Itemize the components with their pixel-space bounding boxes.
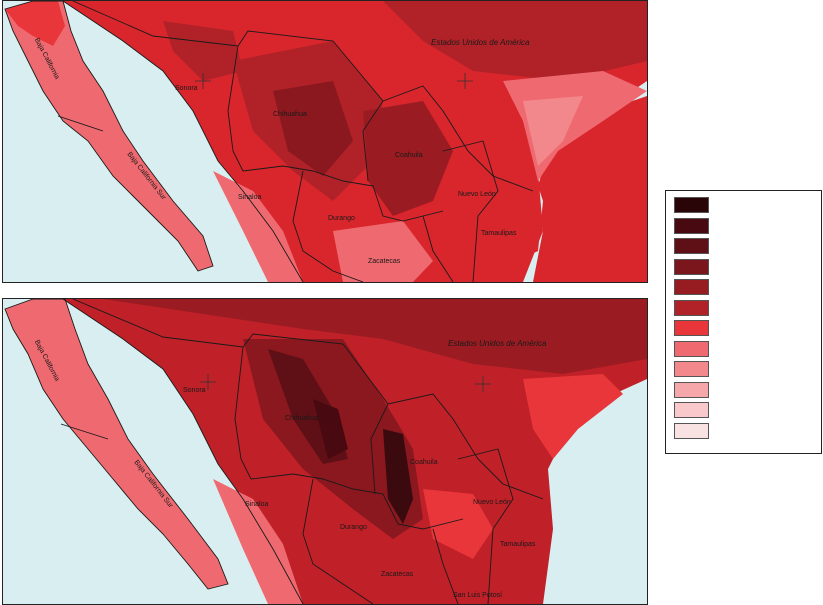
label-sinaloa: Sinaloa: [238, 194, 262, 201]
label-durango: Durango: [328, 215, 355, 222]
map-svg-bottom: [3, 299, 647, 604]
label-coahuila: Coahuila: [410, 459, 438, 466]
label-usa: Estados Unidos de América: [448, 339, 547, 348]
legend-swatch: [674, 238, 709, 254]
label-nuevo-leon: Nuevo León: [473, 499, 511, 506]
legend-swatch: [674, 402, 709, 418]
label-coahuila: Coahuila: [395, 152, 423, 159]
label-chihuahua: Chihuahua: [285, 415, 319, 422]
color-legend: [665, 190, 822, 454]
label-sinaloa: Sinaloa: [245, 501, 269, 508]
legend-swatch: [674, 217, 709, 234]
map-svg-top: [3, 1, 647, 282]
label-nuevo-leon: Nuevo León: [458, 191, 496, 198]
baja-peninsula: [5, 1, 213, 271]
map-panel-top: Estados Unidos de América Baja Californi…: [2, 0, 648, 283]
legend-swatch: [674, 299, 709, 316]
label-zacatecas: Zacatecas: [368, 258, 401, 265]
label-zacatecas: Zacatecas: [381, 571, 414, 578]
label-san-luis-potosi: San Luis Potosí: [453, 592, 503, 599]
legend-swatch: [674, 279, 709, 295]
label-tamaulipas: Tamaulipas: [500, 541, 536, 548]
label-durango: Durango: [340, 524, 367, 531]
label-sonora: Sonora: [183, 387, 206, 394]
label-tamaulipas: Tamaulipas: [481, 230, 517, 237]
legend-swatch: [674, 381, 709, 398]
label-usa: Estados Unidos de América: [431, 38, 530, 47]
map-panel-bottom: Estados Unidos de América Baja Californi…: [2, 298, 648, 605]
legend-swatch: [674, 258, 709, 275]
legend-swatch: [674, 197, 709, 213]
legend-swatch: [674, 422, 709, 439]
label-sonora: Sonora: [175, 85, 198, 92]
legend-swatch: [674, 320, 709, 336]
legend-swatch: [674, 361, 709, 377]
legend-swatch: [674, 340, 709, 357]
label-chihuahua: Chihuahua: [273, 111, 307, 118]
